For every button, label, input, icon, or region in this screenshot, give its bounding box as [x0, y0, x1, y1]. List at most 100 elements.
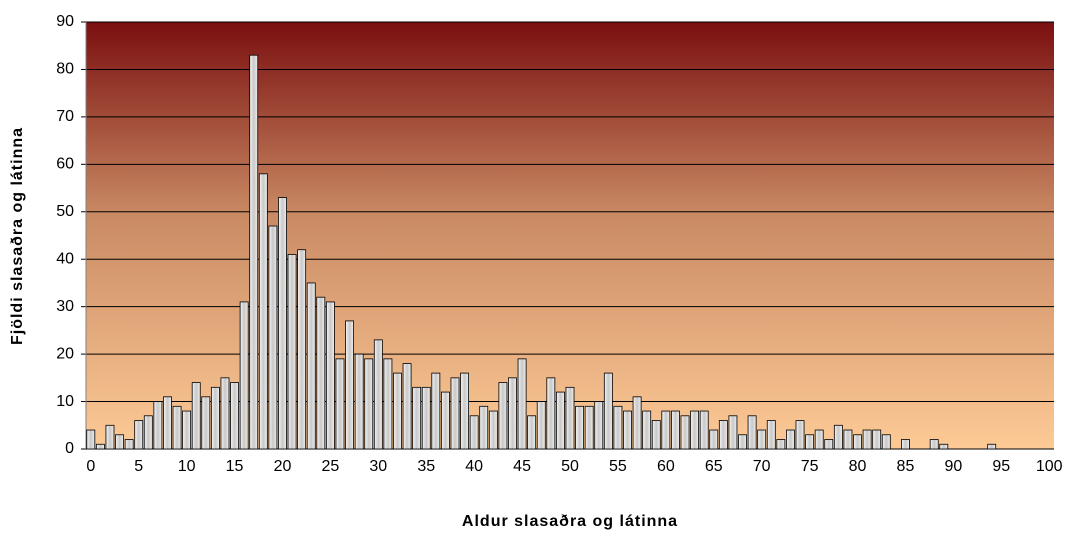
bar — [278, 197, 287, 450]
bar — [268, 225, 278, 450]
bar — [115, 434, 124, 450]
bar — [440, 391, 450, 450]
x-tick-label: 95 — [992, 458, 1010, 475]
x-tick-label: 45 — [513, 458, 531, 475]
bar — [182, 410, 192, 450]
bar — [555, 391, 565, 450]
bar — [805, 434, 815, 450]
bar — [402, 363, 412, 450]
bar — [594, 401, 604, 450]
bar — [661, 410, 671, 450]
bar — [853, 434, 862, 450]
bar — [249, 54, 259, 450]
bar — [738, 434, 747, 450]
bar — [632, 396, 642, 450]
bar — [335, 358, 345, 450]
y-tick-label: 60 — [56, 156, 74, 173]
bar — [517, 358, 527, 450]
x-tick-label: 60 — [657, 458, 675, 475]
bar — [603, 372, 613, 450]
bar — [709, 429, 719, 450]
x-axis-label: Aldur slasaðra og látinna — [462, 513, 678, 530]
x-tick-label: 30 — [369, 458, 387, 475]
bar — [488, 410, 498, 450]
y-axis-label: Fjöldi slasaðra og látinna — [9, 127, 26, 345]
bar — [258, 173, 268, 450]
x-tick-label: 40 — [465, 458, 483, 475]
bar — [613, 405, 623, 450]
bar — [373, 339, 383, 450]
bar — [546, 377, 556, 450]
bar — [325, 301, 335, 450]
bar — [872, 429, 882, 450]
bar — [460, 372, 469, 450]
bar — [316, 296, 326, 450]
bar — [124, 439, 134, 450]
bar — [479, 405, 489, 450]
bar — [287, 254, 297, 450]
y-tick-label: 0 — [65, 440, 74, 457]
bar — [364, 358, 374, 450]
bar — [690, 410, 700, 450]
bar — [939, 443, 949, 450]
bar — [105, 424, 115, 450]
bar — [623, 410, 632, 450]
bar — [766, 420, 776, 450]
x-tick-label: 35 — [417, 458, 435, 475]
bar — [393, 372, 402, 450]
bar — [565, 386, 575, 450]
bar — [469, 415, 479, 450]
x-tick-label: 65 — [705, 458, 723, 475]
x-tick-label: 0 — [86, 458, 95, 475]
bar — [671, 410, 680, 450]
bar — [143, 415, 153, 450]
x-tick-label: 5 — [134, 458, 143, 475]
x-tick-label: 70 — [753, 458, 771, 475]
bar — [814, 429, 824, 450]
y-tick-label: 20 — [56, 345, 74, 362]
bar — [651, 420, 661, 450]
bar — [757, 429, 767, 450]
y-tick-label: 10 — [56, 393, 74, 410]
y-tick-label: 30 — [56, 298, 74, 315]
bar — [776, 439, 786, 450]
bar — [220, 377, 230, 450]
bar — [163, 396, 172, 450]
bar — [843, 429, 853, 450]
bar — [230, 382, 239, 450]
x-tick-label: 80 — [849, 458, 867, 475]
x-tick-label: 10 — [178, 458, 196, 475]
bar — [527, 415, 537, 450]
bar — [172, 405, 182, 450]
bar — [929, 439, 939, 450]
y-tick-label: 40 — [56, 250, 74, 267]
x-tick-label: 55 — [609, 458, 627, 475]
x-tick-label: 20 — [274, 458, 292, 475]
bar — [642, 410, 652, 450]
bar — [306, 282, 316, 450]
bar — [728, 415, 738, 450]
bar — [699, 410, 709, 450]
bar — [383, 358, 393, 450]
bar — [747, 415, 757, 450]
bar — [575, 405, 585, 450]
x-tick-label: 50 — [561, 458, 579, 475]
y-tick-label: 70 — [56, 108, 74, 125]
y-tick-label: 90 — [56, 13, 74, 30]
bar — [134, 420, 144, 450]
bar — [862, 429, 872, 450]
x-tick-label: 100 — [1036, 458, 1063, 475]
bar — [786, 429, 795, 450]
bar — [508, 377, 517, 450]
bar — [584, 405, 594, 450]
bar — [498, 382, 508, 450]
bar — [795, 420, 805, 450]
bar — [431, 372, 441, 450]
bar — [421, 386, 431, 450]
bar — [833, 424, 843, 450]
bar — [881, 434, 891, 450]
bar — [412, 386, 422, 450]
bar — [239, 301, 249, 450]
bar — [680, 415, 690, 450]
